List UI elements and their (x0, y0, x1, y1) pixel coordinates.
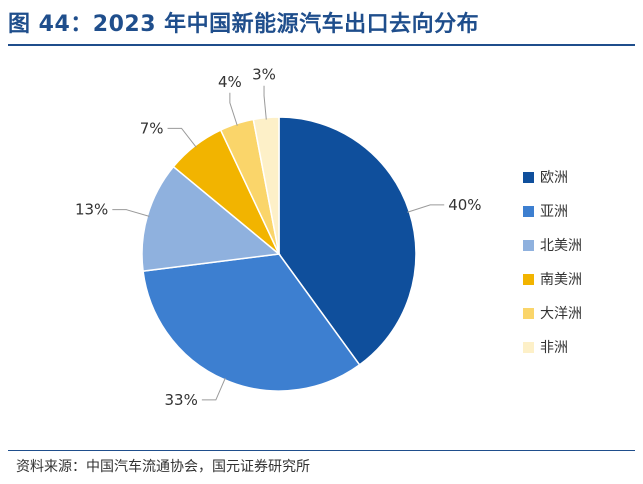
legend-item-3: 南美洲 (523, 262, 582, 296)
leader-line-0 (407, 204, 445, 213)
legend-label-0: 欧洲 (540, 170, 568, 186)
leader-line-2 (112, 209, 150, 217)
chart-title: 图 44：2023 年中国新能源汽车出口去向分布 (8, 12, 480, 37)
legend-swatch-0 (523, 171, 534, 183)
leader-line-5 (263, 85, 267, 120)
legend-item-4: 大洋洲 (523, 296, 582, 330)
legend-swatch-2 (523, 239, 534, 251)
legend-label-2: 北美洲 (540, 238, 582, 254)
pie-chart: 40% 33% 13% 7% 4% 3% (75, 66, 482, 409)
legend-swatch-3 (523, 273, 534, 285)
legend-item-5: 非洲 (523, 330, 582, 364)
slice-label-2: 13% (75, 201, 108, 219)
leader-line-4 (229, 92, 238, 126)
legend-item-1: 亚洲 (523, 194, 582, 228)
slice-label-1: 33% (165, 391, 198, 409)
slice-label-4: 4% (218, 73, 242, 91)
source-note: 资料来源：中国汽车流通协会，国元证券研究所 (16, 459, 310, 475)
leader-line-3 (167, 127, 197, 148)
legend-label-5: 非洲 (540, 340, 568, 356)
legend-label-4: 大洋洲 (540, 306, 582, 322)
legend-swatch-5 (523, 341, 534, 353)
leader-line-1 (201, 377, 226, 401)
legend-swatch-4 (523, 307, 534, 319)
slice-label-5: 3% (252, 66, 276, 84)
footer-divider (8, 450, 635, 451)
chart-legend: 欧洲亚洲北美洲南美洲大洋洲非洲 (523, 160, 582, 364)
title-divider (8, 44, 635, 46)
legend-item-0: 欧洲 (523, 160, 582, 194)
slice-label-3: 7% (140, 119, 164, 137)
legend-label-1: 亚洲 (540, 204, 568, 220)
legend-swatch-1 (523, 205, 534, 217)
slice-label-0: 40% (448, 196, 481, 214)
legend-item-2: 北美洲 (523, 228, 582, 262)
legend-label-3: 南美洲 (540, 272, 582, 288)
